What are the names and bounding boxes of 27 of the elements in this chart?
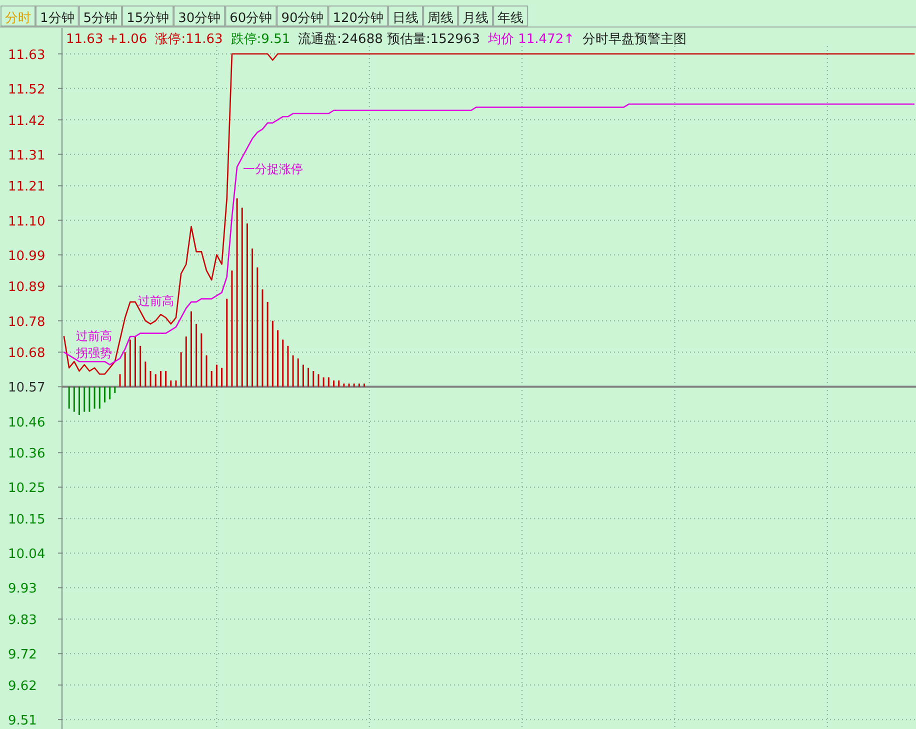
y-tick-label: 10.36 <box>8 446 46 462</box>
y-tick-label: 10.46 <box>8 415 46 430</box>
y-tick-label: 11.31 <box>8 148 46 164</box>
annotation: 11.63 +1.06 <box>66 32 148 47</box>
y-tick-label: 9.93 <box>8 582 37 597</box>
y-tick-label: 10.25 <box>8 481 46 496</box>
y-tick-label: 10.78 <box>8 314 46 330</box>
annotation: 跌停:9.51 <box>230 32 290 47</box>
annotation: 均价 11.472↑ <box>487 32 575 47</box>
y-tick-label: 11.10 <box>8 214 46 230</box>
y-tick-label: 9.62 <box>8 679 37 694</box>
y-tick-label: 10.57 <box>8 380 46 396</box>
y-tick-label: 10.89 <box>8 280 46 296</box>
y-tick-label: 10.04 <box>8 547 46 562</box>
y-tick-label: 10.99 <box>8 248 46 264</box>
y-tick-label: 9.83 <box>8 613 37 628</box>
y-tick-label: 10.15 <box>8 512 46 528</box>
y-tick-label: 11.52 <box>8 82 46 98</box>
y-tick-label: 11.21 <box>8 180 46 195</box>
annotation: 流通盘:24688 预估量:152963 <box>298 31 480 47</box>
y-tick-label: 9.72 <box>8 648 37 663</box>
y-tick-label: 11.63 <box>8 48 46 63</box>
y-tick-label: 9.51 <box>8 714 37 729</box>
y-tick-label: 10.68 <box>8 346 46 362</box>
annotation: 分时早盘预警主图 <box>582 31 687 47</box>
annotation: 涨停:11.63 <box>155 32 223 47</box>
y-tick-label: 11.42 <box>8 114 46 129</box>
